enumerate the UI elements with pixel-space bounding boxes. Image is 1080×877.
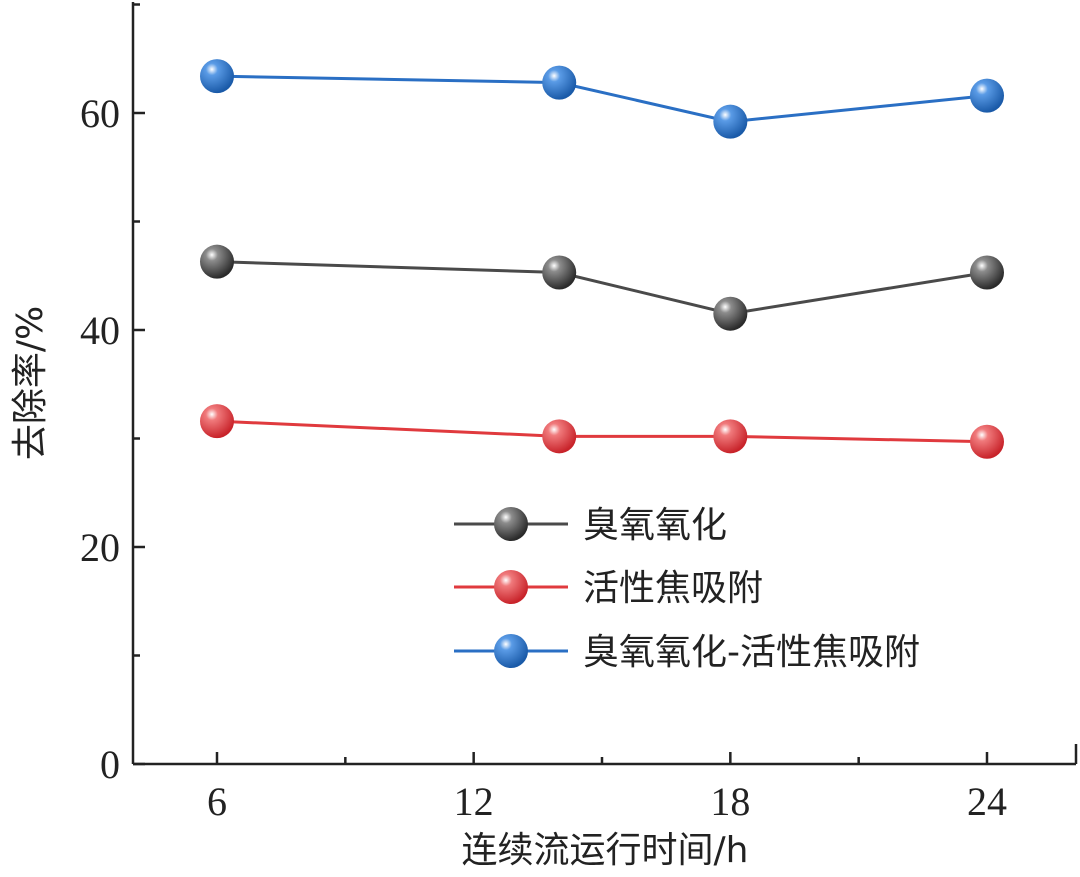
legend-swatch-marker [494,634,528,668]
y-tick-label: 0 [100,742,120,787]
data-point [970,424,1004,459]
y-tick-label: 60 [80,91,120,136]
x-tick-label: 6 [207,779,227,824]
series-lines [216,74,988,444]
legend-entry-label: 臭氧氧化 [583,505,727,546]
x-tick-label: 12 [454,779,494,824]
data-point [542,255,577,290]
x-tick-label: 18 [710,779,750,824]
data-point [970,255,1004,290]
data-point [542,419,577,454]
legend-swatch-marker [494,507,528,541]
x-tick-label: 24 [967,779,1007,824]
data-point [200,59,234,94]
data-point [200,244,234,279]
data-point [713,104,748,139]
data-point [200,404,234,439]
ticks [133,3,989,766]
legend-entry-label: 活性焦吸附 [583,568,763,609]
y-tick-label: 20 [80,525,120,570]
series-points [200,59,1004,459]
data-point [713,419,748,454]
legend-swatch-marker [494,570,528,604]
x-axis-title: 连续流运行时间/h [462,830,749,871]
axes [131,2,1078,766]
data-point [970,78,1004,113]
y-axis-title: 去除率/% [10,306,51,460]
data-point [542,65,577,100]
series-line [216,74,988,124]
series-line [216,260,988,316]
tick-labels: 0 20 40 60 6 12 18 24 [80,91,1007,824]
data-point [713,296,748,331]
legend-entry-label: 臭氧氧化-活性焦吸附 [583,632,920,673]
y-tick-label: 40 [80,308,120,353]
series-line [216,419,988,444]
